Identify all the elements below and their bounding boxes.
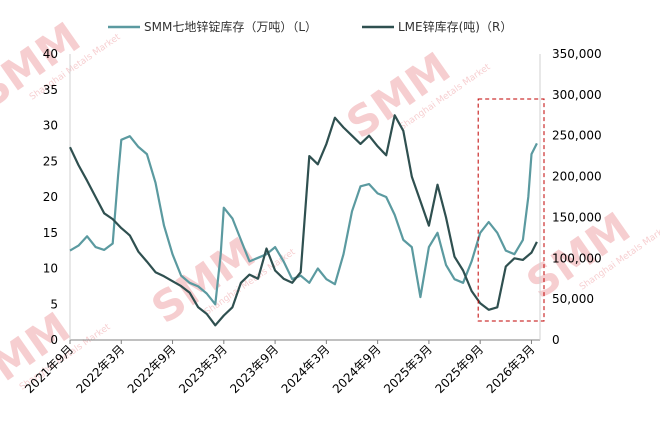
right-tick-label: 200,000 <box>552 170 602 184</box>
left-tick-label: 20 <box>43 190 58 204</box>
left-tick-label: 5 <box>50 297 58 311</box>
right-tick-label: 300,000 <box>552 88 602 102</box>
left-tick-label: 25 <box>43 154 58 168</box>
legend-label: SMM七地锌锭库存（万吨）（L） <box>144 19 317 34</box>
x-tick-label: 2024年9月 <box>330 342 384 396</box>
right-axis-ticks: 0 50,000 100,000 150,000 200,000 250,000 300,0… <box>552 47 602 347</box>
right-tick-label: 100,000 <box>552 251 602 265</box>
left-tick-label: 40 <box>43 47 58 61</box>
axes <box>69 54 541 341</box>
right-tick-label: 150,000 <box>552 210 602 224</box>
x-tick-label: 2024年3月 <box>279 342 333 396</box>
x-tick-label: 2023年9月 <box>227 342 281 396</box>
x-tick-label: 2023年3月 <box>176 342 230 396</box>
legend-label: LME锌库存(吨)（R） <box>398 19 512 34</box>
x-tick-label: 2026年3月 <box>484 342 538 396</box>
right-tick-label: 350,000 <box>552 47 602 61</box>
x-axis-ticks: 2021年9月2022年3月2022年9月2023年3月2023年9月2024年… <box>22 340 538 396</box>
series-lines <box>69 114 538 327</box>
left-tick-label: 35 <box>43 83 58 97</box>
left-tick-label: 0 <box>50 333 58 347</box>
series-line-lme <box>69 114 538 327</box>
right-tick-label: 0 <box>552 333 560 347</box>
legend: SMM七地锌锭库存（万吨）（L） LME锌库存(吨)（R） <box>108 19 512 34</box>
left-tick-label: 15 <box>43 226 58 240</box>
highlight-box <box>477 98 545 322</box>
left-tick-label: 10 <box>43 262 58 276</box>
highlight-box-group <box>477 98 545 322</box>
x-tick-label: 2025年3月 <box>381 342 435 396</box>
x-tick-label: 2022年9月 <box>125 342 179 396</box>
left-axis-ticks: 0 5 10 15 20 25 30 35 40 <box>43 47 58 347</box>
left-tick-label: 30 <box>43 119 58 133</box>
right-tick-label: 50,000 <box>552 292 594 306</box>
right-tick-label: 250,000 <box>552 129 602 143</box>
x-tick-label: 2025年9月 <box>432 342 486 396</box>
